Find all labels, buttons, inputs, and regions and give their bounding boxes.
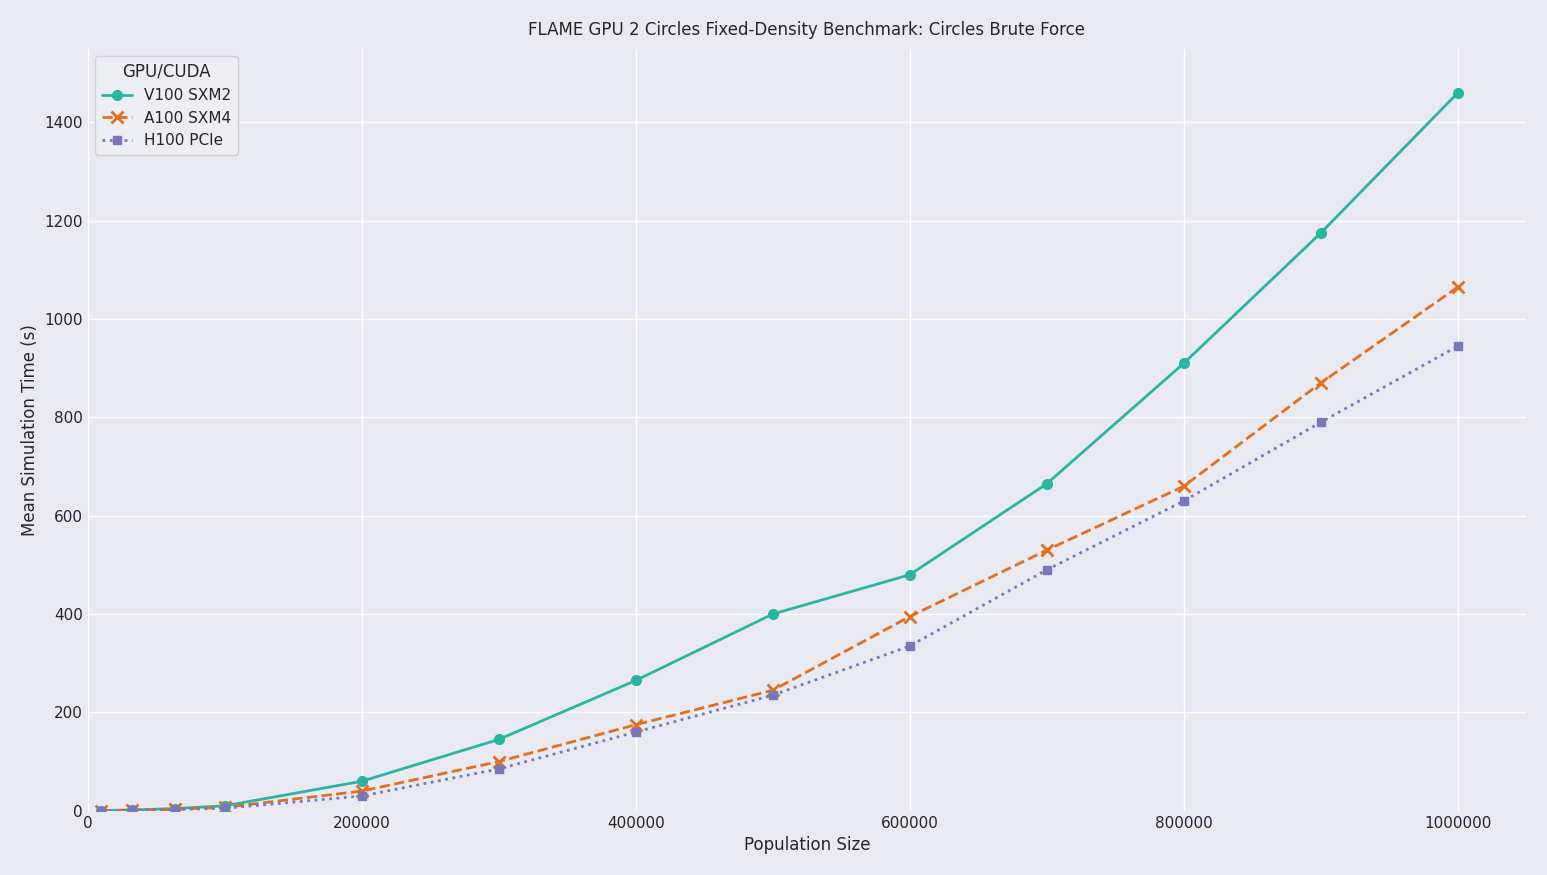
- V100 SXM2: [627, 676, 645, 686]
- A100 SXM4: [1312, 378, 1330, 388]
- H100 PCIe: [1174, 496, 1193, 507]
- H100 PCIe: [1038, 564, 1057, 575]
- H100 PCIe: [122, 805, 141, 816]
- A100 SXM4: [166, 804, 184, 815]
- Y-axis label: Mean Simulation Time (s): Mean Simulation Time (s): [20, 324, 39, 536]
- V100 SXM2: [1174, 358, 1193, 368]
- V100 SXM2: [900, 570, 919, 580]
- V100 SXM2: [1038, 479, 1057, 489]
- V100 SXM2: [763, 609, 781, 620]
- A100 SXM4: [1038, 545, 1057, 556]
- A100 SXM4: [1448, 282, 1467, 292]
- Legend: V100 SXM2, A100 SXM4, H100 PCIe: V100 SXM2, A100 SXM4, H100 PCIe: [96, 56, 238, 155]
- Line: A100 SXM4: A100 SXM4: [96, 281, 1463, 817]
- Title: FLAME GPU 2 Circles Fixed-Density Benchmark: Circles Brute Force: FLAME GPU 2 Circles Fixed-Density Benchm…: [529, 21, 1086, 38]
- H100 PCIe: [900, 640, 919, 651]
- H100 PCIe: [353, 791, 371, 802]
- X-axis label: Population Size: Population Size: [744, 836, 871, 854]
- V100 SXM2: [353, 776, 371, 787]
- V100 SXM2: [93, 805, 111, 816]
- H100 PCIe: [215, 803, 234, 814]
- H100 PCIe: [166, 804, 184, 815]
- H100 PCIe: [1448, 341, 1467, 352]
- A100 SXM4: [900, 612, 919, 622]
- A100 SXM4: [215, 802, 234, 813]
- V100 SXM2: [215, 801, 234, 811]
- H100 PCIe: [489, 764, 507, 774]
- Line: V100 SXM2: V100 SXM2: [96, 88, 1462, 816]
- A100 SXM4: [93, 805, 111, 816]
- V100 SXM2: [1312, 228, 1330, 238]
- A100 SXM4: [122, 805, 141, 816]
- V100 SXM2: [166, 803, 184, 814]
- A100 SXM4: [1174, 481, 1193, 492]
- H100 PCIe: [627, 727, 645, 738]
- A100 SXM4: [627, 719, 645, 730]
- A100 SXM4: [763, 685, 781, 696]
- V100 SXM2: [1448, 88, 1467, 98]
- H100 PCIe: [763, 690, 781, 701]
- A100 SXM4: [353, 786, 371, 796]
- V100 SXM2: [122, 805, 141, 816]
- A100 SXM4: [489, 756, 507, 766]
- Line: H100 PCIe: H100 PCIe: [97, 342, 1462, 815]
- V100 SXM2: [489, 734, 507, 745]
- H100 PCIe: [1312, 417, 1330, 428]
- H100 PCIe: [93, 805, 111, 816]
